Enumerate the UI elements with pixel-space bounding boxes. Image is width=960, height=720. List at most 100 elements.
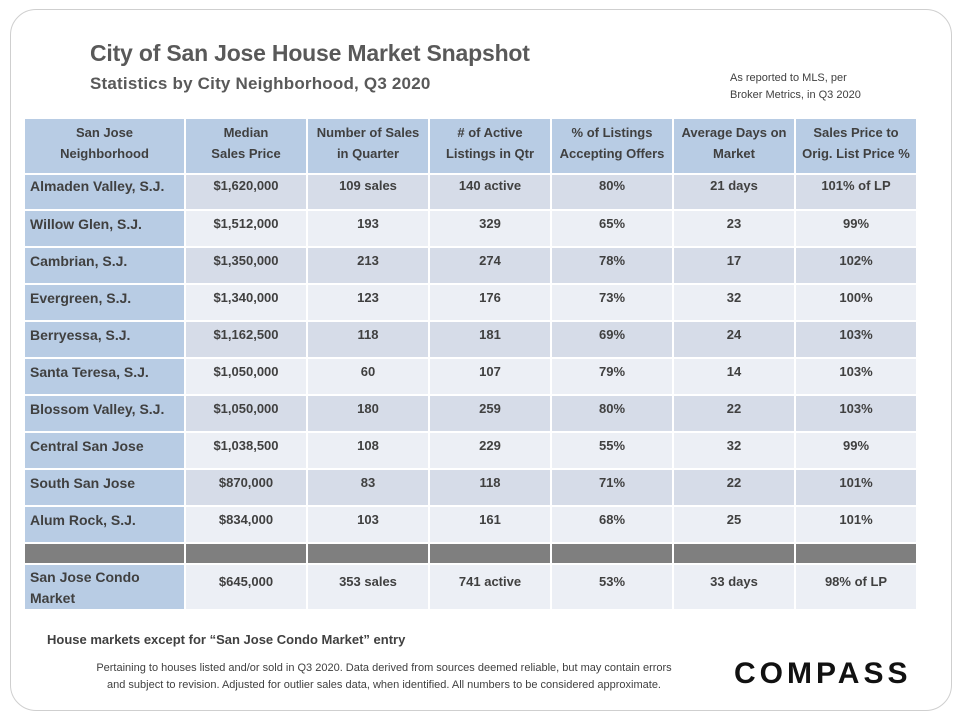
column-header-line: Sales Price to (813, 125, 899, 140)
column-header-line: Sales Price (211, 146, 281, 161)
table-row: Alum Rock, S.J. $834,000 103 161 68% 25 101% (25, 507, 916, 542)
neighborhood-cell: Evergreen, S.J. (25, 285, 184, 320)
table-cell: 161 (430, 507, 550, 542)
table-cell: 118 (308, 322, 428, 357)
table-cell: 24 (674, 322, 794, 357)
table-cell: 53% (552, 565, 672, 609)
table-cell: 176 (430, 285, 550, 320)
neighborhood-cell: Cambrian, S.J. (25, 248, 184, 283)
table-cell: 17 (674, 248, 794, 283)
table-cell: 103% (796, 359, 916, 394)
table-cell: 33 days (674, 565, 794, 609)
table-cell: 100% (796, 285, 916, 320)
separator-cell (552, 544, 672, 563)
table-cell: 229 (430, 433, 550, 468)
column-header: Median Sales Price (186, 119, 306, 173)
column-header: # of Active Listings in Qtr (430, 119, 550, 173)
source-note: As reported to MLS, per Broker Metrics, … (730, 70, 910, 104)
source-note-line: As reported to MLS, per (730, 72, 847, 84)
table-cell: 259 (430, 396, 550, 431)
page-title: City of San Jose House Market Snapshot (90, 40, 530, 66)
table-cell: 329 (430, 211, 550, 246)
neighborhood-cell: Santa Teresa, S.J. (25, 359, 184, 394)
table-header-row: San Jose Neighborhood Median Sales Price Num… (25, 119, 916, 173)
table-cell: 98% of LP (796, 565, 916, 609)
table-cell: $1,350,000 (186, 248, 306, 283)
table-cell: $1,340,000 (186, 285, 306, 320)
table-cell: 99% (796, 433, 916, 468)
table-row: Evergreen, S.J. $1,340,000 123 176 73% 32 100% (25, 285, 916, 320)
table-row: Cambrian, S.J. $1,350,000 213 274 78% 17 102% (25, 248, 916, 283)
table-cell: 181 (430, 322, 550, 357)
table-cell: 22 (674, 470, 794, 505)
column-header-line: Listings in Qtr (445, 146, 535, 161)
table-cell: $1,050,000 (186, 396, 306, 431)
table-cell: 65% (552, 211, 672, 246)
table-cell: $834,000 (186, 507, 306, 542)
table-cell: 109 sales (308, 175, 428, 209)
table-cell: 193 (308, 211, 428, 246)
table-row: Central San Jose $1,038,500 108 229 55% 32 99% (25, 433, 916, 468)
column-header-line: Average Days on (681, 125, 787, 140)
neighborhood-cell: Blossom Valley, S.J. (25, 396, 184, 431)
separator-cell (186, 544, 306, 563)
column-header-line: % of Listings (571, 125, 653, 140)
table-cell: 22 (674, 396, 794, 431)
table-row: South San Jose $870,000 83 118 71% 22 101% (25, 470, 916, 505)
column-header: Number of Sales in Quarter (308, 119, 428, 173)
table-cell: 60 (308, 359, 428, 394)
column-header-line: Neighborhood (60, 146, 149, 161)
cell-line: San Jose Condo (30, 569, 140, 585)
column-header-line: Orig. List Price % (802, 146, 910, 161)
table-cell: 274 (430, 248, 550, 283)
page-subtitle: Statistics by City Neighborhood, Q3 2020 (90, 74, 431, 93)
table-cell: 23 (674, 211, 794, 246)
column-header: Average Days on Market (674, 119, 794, 173)
table-cell: 108 (308, 433, 428, 468)
table-cell: 140 active (430, 175, 550, 209)
table-cell: 83 (308, 470, 428, 505)
table-cell: 25 (674, 507, 794, 542)
separator-row (25, 544, 916, 563)
column-header-line: San Jose (75, 125, 134, 140)
table-row: Berryessa, S.J. $1,162,500 118 181 69% 24 103% (25, 322, 916, 357)
cell-line: Market (30, 590, 76, 606)
column-header-line: Accepting Offers (559, 146, 665, 161)
neighborhood-cell: Almaden Valley, S.J. (25, 175, 184, 209)
table-cell: 55% (552, 433, 672, 468)
table-cell: 103% (796, 396, 916, 431)
separator-cell (308, 544, 428, 563)
separator-cell (430, 544, 550, 563)
table-cell: $870,000 (186, 470, 306, 505)
table-cell: 71% (552, 470, 672, 505)
footnote-line: and subject to revision. Adjusted for ou… (107, 679, 661, 691)
table-cell: 80% (552, 175, 672, 209)
table-cell: $1,050,000 (186, 359, 306, 394)
neighborhood-cell: San Jose Condo Market (25, 565, 184, 609)
separator-cell (25, 544, 184, 563)
source-note-line: Broker Metrics, in Q3 2020 (730, 89, 861, 101)
column-header-line: Number of Sales (316, 125, 420, 140)
table-cell: 103% (796, 322, 916, 357)
table-cell: 101% of LP (796, 175, 916, 209)
neighborhood-cell: Berryessa, S.J. (25, 322, 184, 357)
table-cell: 79% (552, 359, 672, 394)
table-cell: 78% (552, 248, 672, 283)
footnote-disclaimer: Pertaining to houses listed and/or sold … (44, 660, 724, 694)
table-cell: 102% (796, 248, 916, 283)
table-cell: 103 (308, 507, 428, 542)
table-cell: 741 active (430, 565, 550, 609)
table-cell: $1,162,500 (186, 322, 306, 357)
table-row: Almaden Valley, S.J. $1,620,000 109 sales 1… (25, 175, 916, 209)
table-body: Almaden Valley, S.J. $1,620,000 109 sales 1… (25, 175, 916, 609)
column-header-line: in Quarter (336, 146, 400, 161)
table-cell: 99% (796, 211, 916, 246)
table-cell: $645,000 (186, 565, 306, 609)
table-cell: 101% (796, 507, 916, 542)
column-header-line: # of Active (457, 125, 523, 140)
column-header-line: Market (713, 146, 755, 161)
table-cell: 21 days (674, 175, 794, 209)
condo-row: San Jose Condo Market $645,000 353 sales 741… (25, 565, 916, 609)
table-cell: 14 (674, 359, 794, 394)
table-cell: 68% (552, 507, 672, 542)
